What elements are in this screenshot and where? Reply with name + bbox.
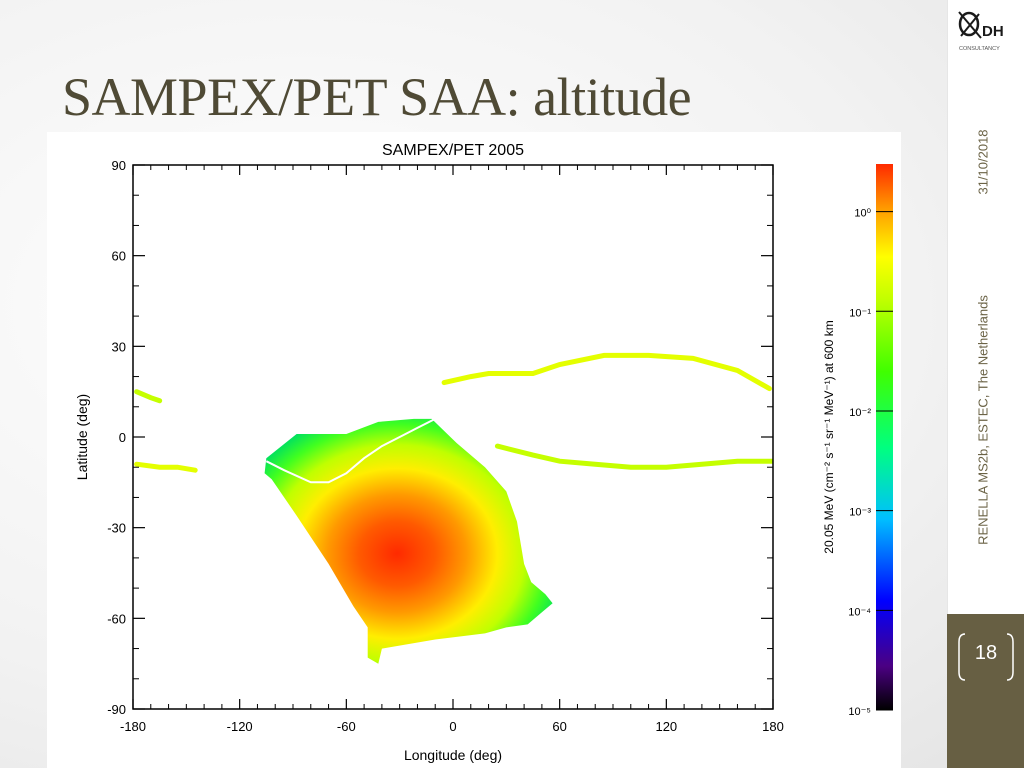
slide-footer: RENELLA MS2b, ESTEC, The Netherlands [975,295,991,545]
y-tick-label: 30 [112,339,126,354]
colorbar-tick-label: 10⁻¹ [849,307,871,319]
y-tick-label: 0 [119,430,126,445]
region-west-north-belt [134,389,163,404]
x-tick-label: 0 [449,719,456,734]
page-number-frame [958,633,1014,681]
x-tick-label: -60 [337,719,356,734]
x-tick-label: 120 [655,719,677,734]
geomagnetic-equator-line [265,418,436,484]
colorbar-ticks: 10⁰ 10⁻¹ 10⁻² 10⁻³ 10⁻⁴ 10⁻⁵ [848,208,893,718]
region-north-belt [441,352,772,392]
region-saa [264,418,553,664]
figure-panel: SAMPEX/PET 2005 -180 -120 -60 0 60 120 180 90 60… [47,132,901,768]
colorbar-tick-label: 10⁻⁴ [848,606,871,618]
page-number: 18 [974,642,998,664]
y-axis-label: Latitude (deg) [74,394,90,480]
logo-subtext: CONSULTANCY [959,46,1000,52]
logo-mark-icon [958,11,982,39]
y-tick-label: -30 [107,521,126,536]
colorbar-tick-label: 10⁻⁵ [848,706,871,718]
y-tick-label: -60 [107,611,126,626]
colorbar [876,164,893,710]
x-tick-label: -120 [227,719,253,734]
x-tick-label: -180 [120,719,146,734]
x-tick-label: 180 [762,719,784,734]
data-regions [134,352,773,664]
y-tick-label: 90 [112,158,126,173]
x-tick-label: 60 [552,719,566,734]
slide-date: 31/10/2018 [975,129,991,195]
axis-ticks: -180 -120 -60 0 60 120 180 90 60 30 0 -30 -60 -90 [107,158,784,734]
side-strip-top [947,0,1024,614]
logo-text: DH [982,23,1004,40]
region-south-belt [494,443,773,470]
sampex-chart: SAMPEX/PET 2005 -180 -120 -60 0 60 120 180 90 60… [74,142,893,763]
colorbar-tick-label: 10⁻³ [849,507,871,519]
chart-title: SAMPEX/PET 2005 [382,142,524,159]
colorbar-label: 20.05 MeV (cm⁻² s⁻¹ sr⁻¹ MeV⁻¹) at 600 k… [822,320,836,553]
company-logo: DH CONSULTANCY [958,11,1004,52]
y-tick-label: -90 [107,702,126,717]
y-tick-label: 60 [112,249,126,264]
colorbar-tick-label: 10⁻² [849,407,871,419]
x-axis-label: Longitude (deg) [404,747,502,763]
region-west-south-belt [134,461,198,473]
colorbar-tick-label: 10⁰ [854,208,871,220]
slide-title: SAMPEX/PET SAA: altitude [62,67,692,127]
